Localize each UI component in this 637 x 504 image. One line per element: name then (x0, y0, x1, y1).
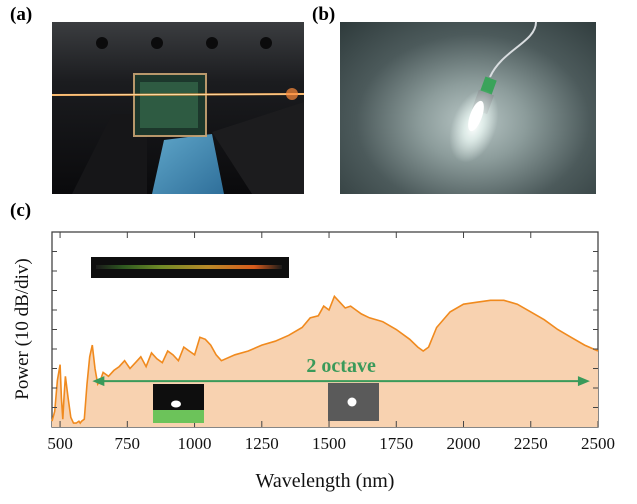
x-tick-label: 2000 (447, 434, 481, 453)
panel-label-a: (a) (10, 4, 33, 25)
spectrum-chart: 500 750 1000 1250 1500 1750 2000 2250 2500 (12, 231, 615, 492)
photo-fiber-output (340, 22, 596, 194)
series-0-line (51, 294, 599, 425)
x-tick-label: 2250 (514, 434, 548, 453)
x-tick-label: 2500 (581, 434, 615, 453)
octave-annotation: 2 octave (92, 355, 590, 387)
x-tick-label: 1500 (312, 434, 346, 453)
octave-arrow-head-left (92, 376, 105, 387)
inset-mode-profile-visible (153, 384, 204, 423)
x-tick-label: 1750 (379, 434, 413, 453)
x-axis-label: Wavelength (nm) (256, 470, 395, 492)
octave-arrow-head-right (577, 376, 590, 387)
inset-mode-profile-infrared (328, 383, 379, 421)
y-axis-label: Power (10 dB/div) (12, 258, 33, 399)
x-tick-label: 750 (115, 434, 141, 453)
x-tick-label: 1250 (245, 434, 279, 453)
inset-visible-spectrum (91, 257, 289, 278)
tick-layer: 500 750 1000 1250 1500 1750 2000 2250 2500 (47, 232, 615, 453)
x-tick-label: 1000 (178, 434, 212, 453)
x-tick-label: 500 (47, 434, 73, 453)
photo-crystal-setup (52, 22, 304, 194)
octave-label: 2 octave (306, 355, 376, 377)
panel-label-c: (c) (10, 200, 32, 221)
panel-label-b: (b) (312, 4, 336, 25)
